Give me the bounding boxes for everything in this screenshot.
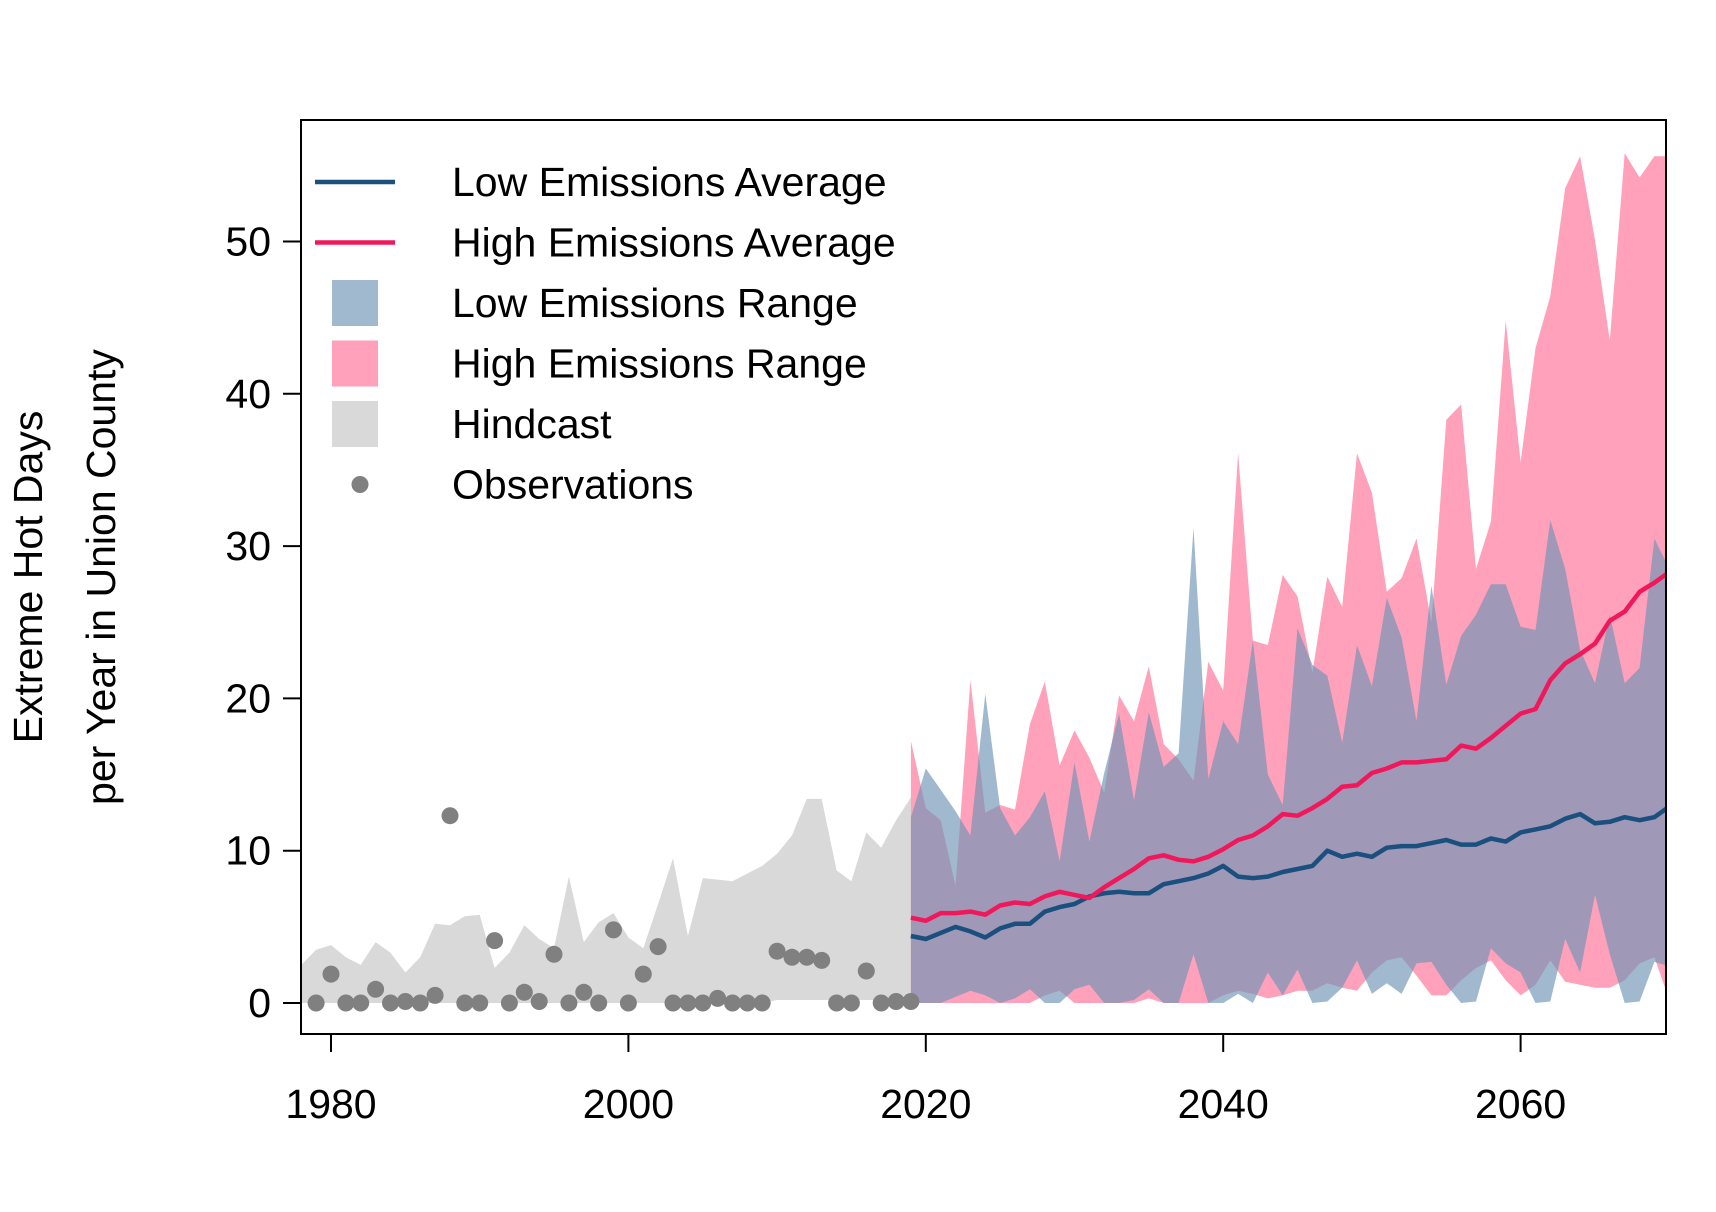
observation-point bbox=[486, 932, 504, 950]
legend-high-emissions-range-swatch bbox=[332, 340, 378, 387]
y-axis-title-line1: Extreme Hot Days bbox=[5, 411, 51, 744]
average-lines-layer bbox=[910, 571, 1666, 942]
y-tick-label: 0 bbox=[248, 980, 271, 1026]
x-tick-label: 1980 bbox=[285, 1081, 376, 1127]
observation-point bbox=[798, 948, 816, 966]
observation-point bbox=[426, 986, 444, 1004]
y-axis-title-line2: per Year in Union County bbox=[78, 349, 124, 805]
observation-point bbox=[634, 965, 652, 983]
observation-point bbox=[352, 994, 370, 1012]
observation-point bbox=[842, 994, 860, 1012]
legend-hindcast-label: Hindcast bbox=[452, 401, 612, 447]
observation-point bbox=[872, 994, 890, 1012]
observation-point bbox=[619, 994, 637, 1012]
legend: Low Emissions Average High Emissions Aver… bbox=[315, 159, 896, 508]
observations-layer bbox=[307, 807, 920, 1012]
legend-high-emissions-range-label: High Emissions Range bbox=[452, 341, 867, 387]
observation-point bbox=[396, 993, 414, 1010]
y-tick-label: 50 bbox=[225, 219, 271, 265]
observation-point bbox=[828, 994, 846, 1012]
observation-point bbox=[887, 993, 905, 1010]
x-tick-label: 2060 bbox=[1475, 1081, 1566, 1127]
observation-point bbox=[322, 965, 340, 983]
observation-point bbox=[456, 994, 474, 1012]
legend-low-emissions-range-swatch bbox=[332, 280, 378, 326]
y-tick-label: 40 bbox=[225, 371, 271, 417]
y-axis-title: Extreme Hot Days per Year in Union Count… bbox=[5, 349, 124, 805]
y-tick-label: 10 bbox=[225, 828, 271, 874]
observation-point bbox=[545, 945, 563, 963]
observation-point bbox=[664, 994, 682, 1012]
observation-point bbox=[367, 980, 385, 998]
low-emissions-range-layer bbox=[910, 520, 1666, 1003]
observation-point bbox=[813, 951, 831, 969]
observation-point bbox=[605, 921, 622, 939]
observation-point bbox=[783, 948, 801, 966]
x-tick-label: 2040 bbox=[1178, 1081, 1269, 1127]
x-tick-label: 2020 bbox=[880, 1081, 971, 1127]
observation-point bbox=[307, 994, 325, 1012]
observation-point bbox=[738, 994, 756, 1012]
observation-point bbox=[382, 994, 399, 1012]
legend-observations-swatch bbox=[351, 476, 369, 493]
high-emissions-average-line bbox=[910, 571, 1666, 924]
observation-point bbox=[649, 938, 667, 956]
hindcast-layer bbox=[301, 797, 911, 1003]
observation-point bbox=[709, 989, 727, 1007]
y-tick-label: 20 bbox=[225, 675, 271, 721]
observation-point bbox=[575, 983, 593, 1001]
observation-point bbox=[724, 994, 741, 1012]
observation-point bbox=[560, 994, 578, 1012]
low-emissions-average-line bbox=[910, 806, 1666, 942]
x-tick-label: 2000 bbox=[583, 1081, 674, 1127]
observation-point bbox=[441, 807, 459, 825]
observation-point bbox=[411, 994, 429, 1012]
low-emissions-range-band bbox=[910, 520, 1666, 1003]
observation-point bbox=[530, 993, 548, 1010]
legend-hindcast-swatch bbox=[332, 401, 378, 447]
legend-low-emissions-range-label: Low Emissions Range bbox=[452, 280, 858, 326]
observation-point bbox=[590, 994, 608, 1012]
observation-point bbox=[753, 994, 771, 1012]
observation-point bbox=[902, 993, 920, 1010]
observation-point bbox=[337, 994, 355, 1012]
observation-point bbox=[679, 994, 697, 1012]
legend-observations-label: Observations bbox=[452, 462, 694, 508]
observation-point bbox=[515, 983, 533, 1001]
y-tick-label: 30 bbox=[225, 523, 271, 569]
hindcast-band bbox=[301, 797, 911, 1003]
legend-low-emissions-average-label: Low Emissions Average bbox=[452, 159, 887, 205]
legend-high-emissions-average-label: High Emissions Average bbox=[452, 220, 896, 266]
observation-point bbox=[768, 942, 786, 960]
observation-point bbox=[500, 994, 518, 1012]
observation-point bbox=[694, 994, 712, 1012]
observation-point bbox=[471, 994, 489, 1012]
axes: 1980 2000 2020 2040 2060 0 10 20 30 40 50 bbox=[225, 219, 1566, 1128]
observation-point bbox=[857, 962, 875, 980]
